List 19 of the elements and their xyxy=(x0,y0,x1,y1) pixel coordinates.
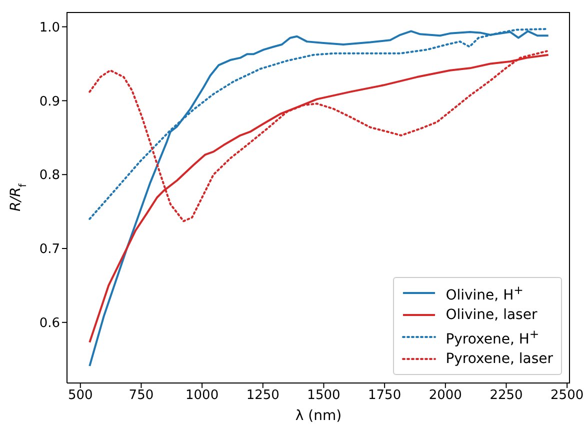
y-tick-label: 0.6 xyxy=(39,316,60,332)
x-tick-label: 1250 xyxy=(246,388,280,404)
x-tick-label: 2250 xyxy=(490,388,523,404)
y-tick-label: 0.7 xyxy=(39,242,60,258)
x-tick-label: 1000 xyxy=(186,388,219,404)
y-tick-label: 0.9 xyxy=(39,94,60,110)
x-tick-label: 1750 xyxy=(368,388,402,404)
legend-label: Olivine, laser xyxy=(446,307,538,323)
legend-label: Olivine, H$^{+}$ xyxy=(446,282,524,304)
y-tick-label: 1.0 xyxy=(39,20,60,36)
legend-label: Pyroxene, H$^{+}$ xyxy=(446,326,540,348)
x-tick-label: 2000 xyxy=(428,388,462,404)
x-axis-title: λ (nm) xyxy=(295,408,342,424)
x-tick-label: 2500 xyxy=(550,388,584,404)
x-tick-label: 500 xyxy=(68,388,93,404)
legend-label: Pyroxene, laser xyxy=(446,351,553,367)
y-tick-label: 0.8 xyxy=(39,168,60,184)
x-tick-label: 1500 xyxy=(307,388,340,404)
x-tick-label: 750 xyxy=(128,388,154,404)
